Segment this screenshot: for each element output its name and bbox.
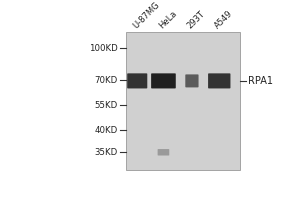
FancyBboxPatch shape — [185, 74, 199, 87]
Text: 293T: 293T — [186, 9, 207, 30]
Text: 40KD: 40KD — [94, 126, 118, 135]
Text: HeLa: HeLa — [157, 9, 178, 30]
Text: 35KD: 35KD — [94, 148, 118, 157]
Text: A549: A549 — [213, 9, 235, 30]
Text: RPA1: RPA1 — [248, 76, 273, 86]
FancyBboxPatch shape — [208, 73, 230, 88]
FancyBboxPatch shape — [158, 149, 169, 156]
FancyBboxPatch shape — [151, 73, 176, 88]
Text: U-87MG: U-87MG — [131, 0, 161, 30]
Text: 55KD: 55KD — [94, 101, 118, 110]
Text: 70KD: 70KD — [94, 76, 118, 85]
FancyBboxPatch shape — [127, 73, 147, 88]
Bar — [126, 32, 240, 170]
Text: 100KD: 100KD — [89, 44, 118, 53]
